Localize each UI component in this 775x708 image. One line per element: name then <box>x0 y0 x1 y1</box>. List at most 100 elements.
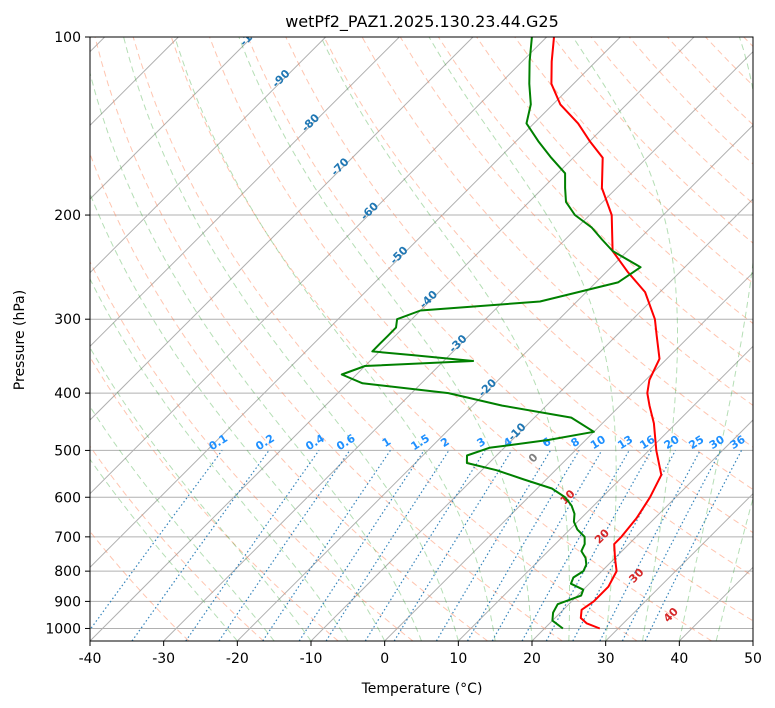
y-tick-label: 600 <box>54 490 81 506</box>
x-tick-label: 20 <box>523 651 541 667</box>
dry-adiabat-line <box>590 37 753 205</box>
x-tick-label: -30 <box>152 651 175 667</box>
mixing-ratio-line <box>131 450 270 641</box>
mixing-ratio-line <box>325 450 450 641</box>
dry-adiabat-line <box>437 37 753 365</box>
dry-adiabat-line <box>667 37 753 126</box>
y-tick-label: 700 <box>54 530 81 546</box>
isotherm-line <box>90 37 695 641</box>
dry-adiabat-line <box>90 152 488 641</box>
mixing-ratio-line <box>545 450 652 641</box>
dewpoint-profile-line <box>340 37 642 630</box>
dry-adiabat-line <box>209 37 753 622</box>
isotherm-label: -90 <box>269 67 292 90</box>
isotherm-label: -70 <box>328 155 351 178</box>
dry-adiabat-line <box>247 37 753 577</box>
mixing-ratio-line <box>90 450 223 631</box>
moist-adiabat-line <box>238 37 533 641</box>
dry-adiabat-line <box>90 260 414 641</box>
mixing-ratio-line <box>621 450 722 641</box>
y-tick-label: 1000 <box>45 621 81 637</box>
moist-adiabat-line <box>572 37 678 641</box>
mixing-ratio-label: 1 <box>380 435 393 450</box>
dry-adiabat-line <box>552 37 753 244</box>
moist-adiabat-line <box>715 496 753 641</box>
height-label: 40 <box>661 605 681 625</box>
y-tick-label: 100 <box>54 30 81 46</box>
isotherm-line <box>90 37 474 421</box>
x-tick-label: 40 <box>670 651 688 667</box>
dry-adiabat-line <box>743 37 753 48</box>
x-axis-label: Temperature (°C) <box>361 681 483 697</box>
isotherm-label: -40 <box>417 288 440 311</box>
isotherm-line <box>90 37 253 200</box>
dry-adiabat-line <box>90 356 339 641</box>
mixing-ratio-label: 20 <box>662 433 682 452</box>
dry-adiabat-line <box>476 37 753 325</box>
mixing-ratio-line <box>644 450 743 641</box>
dry-adiabat-line <box>514 37 753 284</box>
isotherm-line <box>310 198 753 641</box>
x-tick-label: 0 <box>380 651 389 667</box>
isotherm-line <box>163 50 753 641</box>
annotation-labels: 0.1 0.2 0.4 0.6 1 1.5 2 3 4 6 8 10 13 16 20 25 30 36-100-… <box>207 20 748 625</box>
x-tick-label: 10 <box>449 651 467 667</box>
moist-adiabat-line <box>678 37 753 641</box>
x-tick-label: -40 <box>79 651 102 667</box>
mixing-ratio-label: 13 <box>615 433 635 452</box>
mixing-ratio-label: 10 <box>588 433 608 452</box>
mixing-ratio-label: 36 <box>728 433 748 452</box>
mixing-ratio-line <box>262 450 391 641</box>
y-tick-label: 800 <box>54 564 81 580</box>
y-axis-label: Pressure (hPa) <box>12 290 28 390</box>
mixing-ratio-line <box>521 450 630 641</box>
dry-adiabat-line <box>323 37 753 491</box>
isotherm-line <box>90 37 327 274</box>
moist-adiabat-line <box>123 37 459 641</box>
plot-frame <box>89 36 754 642</box>
isotherm-line <box>384 271 753 641</box>
isotherm-line <box>605 492 753 641</box>
dry-adiabat-line <box>285 37 753 534</box>
mixing-ratio-label: 2 <box>438 435 451 450</box>
x-tick-label: -10 <box>300 651 323 667</box>
isotherm-label: -80 <box>299 111 322 134</box>
isotherm-label: -60 <box>358 199 381 222</box>
isotherm-line <box>90 37 621 569</box>
mixing-ratio-label: 6 <box>540 435 554 450</box>
isotherm-line <box>90 37 548 495</box>
moist-adiabat-line <box>90 71 422 641</box>
moist-adiabat-line <box>174 37 496 641</box>
isotherm-label: -100 <box>237 20 266 49</box>
isotherm-label: -20 <box>476 376 499 399</box>
dry-adiabat-line <box>90 530 190 641</box>
mixing-ratio-line <box>298 450 425 641</box>
moist-adiabat-line <box>90 346 312 641</box>
mixing-ratio-label: 0.4 <box>303 432 327 454</box>
moist-adiabat-line <box>90 458 238 641</box>
isotherm-line <box>457 345 753 641</box>
y-tick-label: 900 <box>54 594 81 610</box>
dry-adiabat-line <box>132 37 638 641</box>
moist-adiabat-line <box>90 192 386 641</box>
isotherm-line <box>531 419 753 641</box>
background-lines <box>90 37 753 641</box>
mixing-ratio-label: 25 <box>686 433 706 452</box>
y-tick-label: 200 <box>54 208 81 224</box>
isotherm-line <box>752 640 753 641</box>
isotherm-line <box>90 37 400 348</box>
dry-adiabat-line <box>705 37 753 87</box>
mixing-ratio-line <box>218 450 351 641</box>
isotherm-line <box>236 124 753 641</box>
axes: -40 -30 -20 -10 0 10 20 30 40 5010009008007006005… <box>45 30 762 667</box>
temperature-profile-line <box>550 37 663 630</box>
moist-adiabat-line <box>90 405 275 641</box>
mixing-ratio-label: 8 <box>569 435 582 450</box>
mixing-ratio-line <box>185 450 320 641</box>
mixing-ratio-line <box>364 450 486 641</box>
mixing-ratio-label: 3 <box>475 435 488 450</box>
y-tick-label: 400 <box>54 386 81 402</box>
isotherm-line <box>678 566 753 641</box>
x-tick-label: 30 <box>597 651 615 667</box>
